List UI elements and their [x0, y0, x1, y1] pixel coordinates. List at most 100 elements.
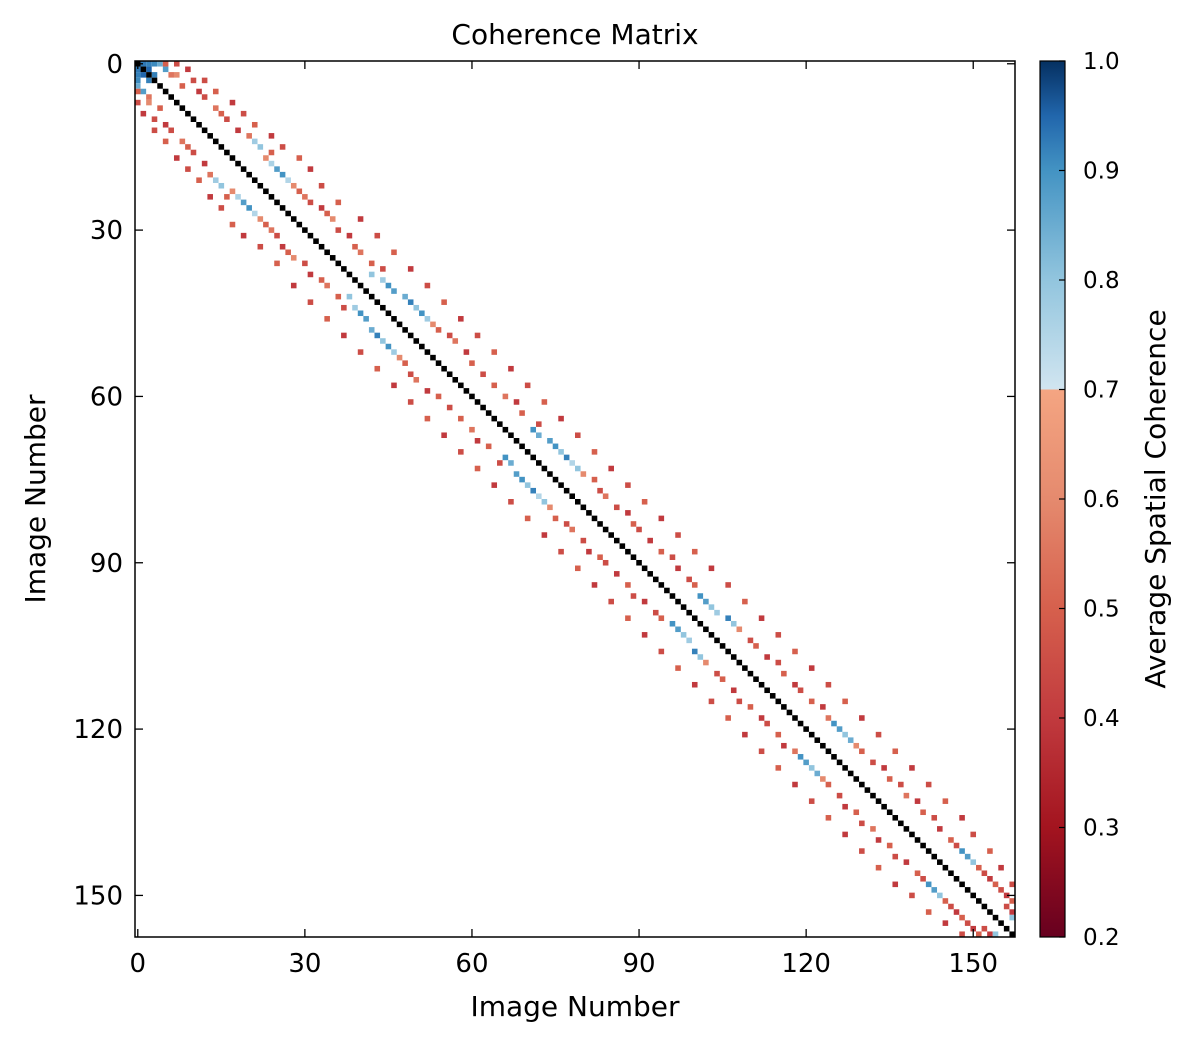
diagonal-cell — [920, 842, 926, 849]
diagonal-cell — [742, 665, 748, 671]
heatmap-cell — [513, 399, 520, 405]
diagonal-cell — [173, 99, 180, 106]
heatmap-cell — [742, 598, 748, 605]
heatmap-cell — [725, 715, 731, 721]
heatmap-cell — [357, 216, 364, 222]
x-tick-label: 0 — [130, 949, 147, 979]
heatmap-cell — [742, 731, 748, 738]
heatmap-cell — [240, 232, 247, 239]
heatmap-cell — [703, 659, 709, 666]
heatmap-cell — [162, 138, 169, 145]
heatmap-cell — [146, 94, 152, 100]
heatmap-cell — [847, 737, 854, 743]
heatmap-cell — [452, 338, 459, 344]
diagonal-cell — [931, 853, 938, 860]
heatmap-cell — [502, 454, 509, 461]
heatmap-cell — [859, 848, 865, 854]
heatmap-cell — [792, 648, 798, 655]
heatmap-cell — [212, 105, 219, 111]
y-tick-label: 120 — [73, 715, 123, 745]
diagonal-cell — [530, 454, 537, 461]
heatmap-cell — [179, 138, 186, 145]
diagonal-cell — [363, 288, 369, 294]
diagonal-cell — [753, 676, 759, 682]
diagonal-cell — [758, 681, 765, 688]
diagonal-cell — [725, 648, 731, 655]
heatmap-cell — [842, 803, 848, 810]
y-tick-label: 30 — [90, 216, 123, 246]
diagonal-cell — [279, 205, 286, 211]
diagonal-cell — [140, 66, 147, 73]
heatmap-cell — [212, 177, 219, 183]
diagonal-cell — [452, 377, 459, 383]
heatmap-cell — [396, 354, 403, 361]
diagonal-cell — [825, 748, 832, 755]
heatmap-cell — [341, 304, 347, 311]
heatmap-cell — [352, 304, 358, 311]
y-axis-ticks: 0 30 60 90 120 150 — [73, 50, 1015, 911]
heatmap-cell — [391, 382, 397, 389]
diagonal-cell — [797, 720, 804, 727]
heatmap-cell — [959, 848, 965, 854]
heatmap-cell — [747, 704, 754, 710]
colorbar-tick-label: 0.3 — [1083, 816, 1120, 842]
heatmap-cell — [1009, 881, 1015, 888]
heatmap-cell — [374, 232, 381, 239]
diagonal-cell — [892, 815, 899, 821]
heatmap-cell — [736, 698, 743, 705]
heatmap-cell — [435, 393, 442, 400]
heatmap-cell — [853, 742, 860, 749]
heatmap-cell — [937, 892, 943, 899]
diagonal-cell — [480, 404, 486, 411]
heatmap-cell — [613, 504, 620, 511]
x-axis-ticks: 0 30 60 90 120 150 — [130, 61, 998, 979]
heatmap-cell — [814, 770, 821, 777]
heatmap-cell — [870, 759, 876, 766]
colorbar-tick-label: 0.7 — [1083, 378, 1120, 404]
diagonal-cell — [329, 255, 336, 261]
heatmap-cell — [758, 715, 765, 721]
heatmap-cell — [808, 665, 815, 671]
heatmap-cell — [135, 72, 141, 78]
heatmap-cell — [257, 216, 264, 222]
diagonal-cell — [497, 421, 503, 427]
diagonal-cell — [914, 837, 921, 843]
heatmap-cell — [552, 443, 559, 450]
diagonal-cell — [1003, 925, 1010, 932]
heatmap-cell — [669, 620, 676, 627]
heatmap-cell — [1003, 903, 1010, 910]
diagonal-cell — [430, 354, 436, 361]
heatmap-cell — [246, 133, 252, 139]
heatmap-cell — [764, 720, 770, 727]
heatmap-cell — [190, 149, 197, 156]
diagonal-cell — [898, 820, 904, 827]
heatmap-cell — [497, 460, 503, 466]
heatmap-cell — [341, 332, 347, 339]
heatmap-cell — [458, 449, 464, 455]
heatmap-cell — [931, 815, 938, 821]
diagonal-cell — [341, 266, 347, 272]
heatmap-cell — [998, 864, 1004, 871]
heatmap-cell — [547, 504, 553, 511]
heatmap-cell — [586, 548, 592, 555]
heatmap-cell — [898, 781, 904, 788]
heatmap-cell — [708, 604, 715, 610]
heatmap-cell — [964, 920, 971, 926]
heatmap-cell — [691, 681, 698, 688]
heatmap-cell — [641, 598, 648, 605]
diagonal-cell — [419, 343, 425, 350]
diagonal-cell — [586, 510, 592, 516]
heatmap-cell — [925, 781, 932, 788]
colorbar-tick-label: 0.4 — [1083, 706, 1120, 732]
heatmap-cell — [909, 765, 915, 771]
diagonal-cell — [485, 410, 492, 416]
heatmap-cell — [976, 864, 982, 871]
heatmap-cell — [558, 548, 564, 555]
heatmap-cell — [524, 515, 531, 522]
diagonal-cell — [669, 593, 676, 599]
heatmap-cell — [591, 449, 598, 455]
heatmap-cell — [925, 909, 932, 915]
heatmap-cell — [675, 665, 681, 671]
heatmap-cell — [992, 931, 999, 937]
heatmap-cell — [302, 194, 308, 200]
